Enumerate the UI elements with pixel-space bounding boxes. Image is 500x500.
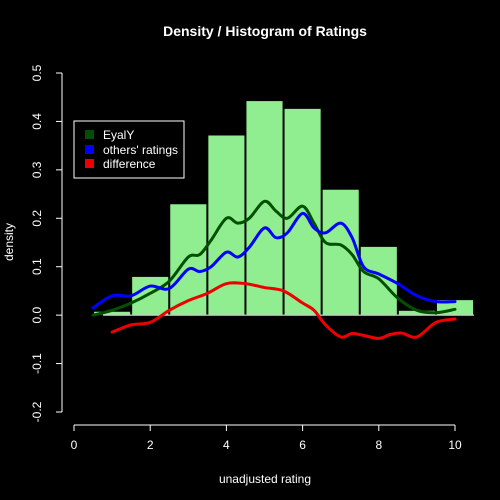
histogram-bar-4 (245, 100, 284, 316)
y-tick-label-7: 0.5 (30, 64, 44, 81)
legend-label-others: others' ratings (103, 143, 178, 157)
legend-label-eyaly: EyalY (103, 128, 134, 142)
x-tick-label-5: 10 (448, 438, 462, 452)
legend-label-difference: difference (103, 157, 156, 171)
x-tick-label-1: 2 (147, 438, 154, 452)
series-line-1 (91, 211, 457, 310)
y-tick-label-3: 0.1 (30, 258, 44, 275)
series-line-2 (110, 281, 457, 340)
legend-swatch-difference (85, 159, 94, 168)
x-axis-label: unadjusted rating (219, 472, 311, 486)
histogram-bar-3 (207, 134, 246, 316)
y-tick-label-6: 0.4 (30, 113, 44, 130)
y-tick-label-0: -0.2 (30, 401, 44, 422)
y-tick-label-1: -0.1 (30, 353, 44, 374)
legend-swatch-others (85, 145, 94, 154)
chart-title: Density / Histogram of Ratings (163, 23, 367, 39)
y-tick-label-2: 0.0 (30, 306, 44, 323)
x-tick-label-3: 6 (299, 438, 306, 452)
series-line-0 (91, 199, 457, 317)
histogram-bars (93, 100, 475, 316)
histogram-bar-6 (321, 188, 360, 316)
legend: EyalY others' ratings difference (73, 120, 185, 179)
x-tick-label-4: 8 (375, 438, 382, 452)
histogram-bar-2 (169, 203, 208, 316)
density-lines (91, 199, 457, 340)
axes: 0 2 4 6 8 10 -0.2 -0.1 0.0 0.1 0.2 0.3 0.4 0.5 (30, 64, 462, 452)
y-tick-label-5: 0.3 (30, 161, 44, 178)
histogram-bar-5 (283, 107, 322, 316)
x-tick-label-0: 0 (71, 438, 78, 452)
y-axis-label: density (2, 223, 16, 261)
x-tick-label-2: 4 (223, 438, 230, 452)
y-tick-label-4: 0.2 (30, 210, 44, 227)
legend-swatch-eyaly (85, 130, 94, 139)
histogram-bar-1 (131, 275, 170, 316)
